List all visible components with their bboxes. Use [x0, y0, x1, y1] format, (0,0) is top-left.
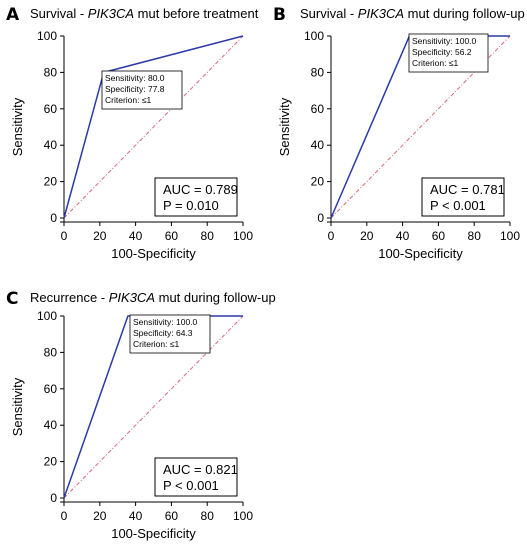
y-tick-label: 80	[311, 65, 325, 79]
auc-text: AUC = 0.821	[163, 462, 238, 477]
x-tick-label: 40	[396, 229, 410, 243]
y-tick-label: 20	[44, 175, 58, 189]
x-tick-label: 0	[328, 229, 335, 243]
reference-line	[63, 315, 244, 499]
x-tick-label: 80	[201, 509, 215, 523]
title-gene: PIK3CA	[109, 290, 155, 305]
x-tick-label: 0	[61, 509, 68, 523]
criterion-box	[101, 70, 183, 110]
panel-title: Survival - PIK3CA mut during follow-up	[300, 6, 525, 21]
x-tick-label: 40	[129, 229, 143, 243]
y-tick-label: 80	[44, 65, 58, 79]
y-tick-label: 40	[44, 138, 58, 152]
y-tick-label: 0	[317, 211, 324, 225]
specificity-text: Specificity: 77.8	[105, 84, 165, 94]
y-tick-label: 100	[37, 29, 57, 43]
title-prefix: Survival -	[300, 6, 358, 21]
criterion-text: Criterion: ≤1	[105, 95, 152, 105]
x-tick-label: 100	[233, 509, 253, 523]
x-tick-label: 60	[432, 229, 446, 243]
title-suffix: mut during follow-up	[155, 290, 276, 305]
y-tick-label: 60	[44, 102, 58, 116]
panel-label: A	[6, 5, 20, 25]
auc-box	[421, 177, 505, 217]
reference-line	[63, 35, 244, 219]
auc-text: AUC = 0.789	[163, 182, 238, 197]
title-prefix: Survival -	[30, 6, 88, 21]
y-tick-label: 80	[44, 345, 58, 359]
criterion-text: Criterion: ≤1	[412, 58, 459, 68]
x-tick-label: 60	[165, 509, 179, 523]
panel-a: A Survival - PIK3CA mut before treatment 0…	[6, 5, 259, 261]
title-suffix: mut before treatment	[134, 6, 259, 21]
p-value-text: P < 0.001	[430, 198, 486, 213]
auc-box	[154, 177, 238, 217]
y-tick-label: 60	[311, 102, 325, 116]
x-tick-label: 0	[61, 229, 68, 243]
panel-label: B	[273, 5, 286, 25]
y-tick-label: 0	[50, 211, 57, 225]
y-tick-label: 40	[311, 138, 325, 152]
title-gene: PIK3CA	[88, 6, 134, 21]
criterion-text: Criterion: ≤1	[133, 339, 180, 349]
panel-title: Recurrence - PIK3CA mut during follow-up	[30, 290, 276, 305]
y-tick-label: 20	[311, 175, 325, 189]
x-tick-label: 100	[233, 229, 253, 243]
x-tick-label: 40	[129, 509, 143, 523]
y-axis-label: Sensitivity	[10, 97, 25, 156]
y-tick-label: 0	[50, 491, 57, 505]
panel-label: C	[6, 289, 18, 309]
y-axis-label: Sensitivity	[10, 377, 25, 436]
y-tick-label: 100	[304, 29, 324, 43]
x-tick-label: 100	[500, 229, 520, 243]
panel-b: B Survival - PIK3CA mut during follow-up 0…	[273, 5, 525, 261]
x-tick-label: 60	[165, 229, 179, 243]
title-gene: PIK3CA	[358, 6, 404, 21]
y-tick-label: 60	[44, 382, 58, 396]
auc-text: AUC = 0.781	[430, 182, 505, 197]
x-tick-label: 80	[468, 229, 482, 243]
x-tick-label: 20	[93, 509, 107, 523]
criterion-box	[408, 33, 489, 73]
x-axis-label: 100-Specificity	[378, 246, 463, 261]
panel-title: Survival - PIK3CA mut before treatment	[30, 6, 259, 21]
panel-c: C Recurrence - PIK3CA mut during follow-u…	[6, 289, 276, 541]
sensitivity-text: Sensitivity: 80.0	[105, 73, 165, 83]
y-axis-label: Sensitivity	[277, 97, 292, 156]
x-axis-label: 100-Specificity	[111, 526, 196, 541]
y-tick-label: 40	[44, 418, 58, 432]
specificity-text: Specificity: 56.2	[412, 47, 472, 57]
reference-line	[330, 35, 511, 219]
x-tick-label: 20	[360, 229, 374, 243]
sensitivity-text: Sensitivity: 100.0	[133, 317, 198, 327]
x-tick-label: 20	[93, 229, 107, 243]
criterion-box	[129, 314, 211, 354]
p-value-text: P = 0.010	[163, 198, 219, 213]
title-prefix: Recurrence -	[30, 290, 109, 305]
x-axis-label: 100-Specificity	[111, 246, 196, 261]
x-tick-label: 80	[201, 229, 215, 243]
auc-box	[154, 457, 238, 497]
y-tick-label: 100	[37, 309, 57, 323]
specificity-text: Specificity: 64.3	[133, 328, 193, 338]
p-value-text: P < 0.001	[163, 478, 219, 493]
y-tick-label: 20	[44, 455, 58, 469]
title-suffix: mut during follow-up	[404, 6, 525, 21]
sensitivity-text: Sensitivity: 100.0	[412, 36, 477, 46]
